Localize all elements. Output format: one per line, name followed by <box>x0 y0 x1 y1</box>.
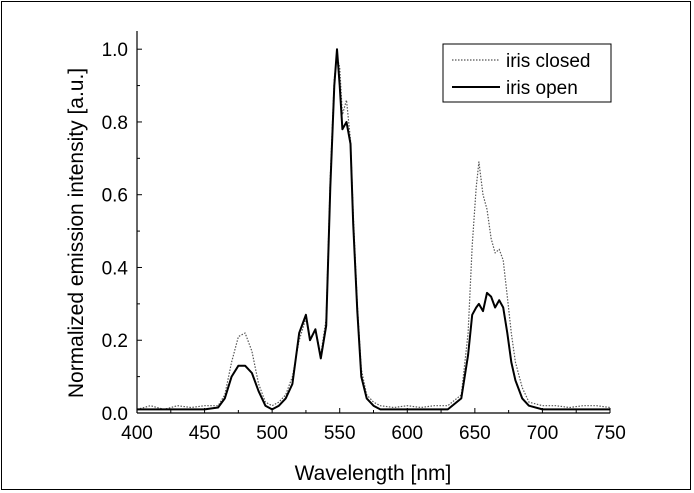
y-axis-title: Normalized emission intensity [a.u.] <box>65 68 88 398</box>
y-tick-label: 0.2 <box>102 331 128 352</box>
y-tick-label: 1.0 <box>102 40 128 61</box>
plot-area <box>136 48 611 411</box>
x-tick-label: 500 <box>256 423 288 444</box>
x-axis-title: Wavelength [nm] <box>295 462 452 485</box>
legend-label-iris-closed: iris closed <box>506 51 590 72</box>
legend: iris closed iris open <box>442 43 612 103</box>
axes: 400 450 500 550 600 650 700 750 0.0 0.2 0.4 0.6 0.8 1… <box>102 31 626 444</box>
x-tick-label: 650 <box>459 423 491 444</box>
x-tick-label: 750 <box>594 423 626 444</box>
series-line-iris-open <box>137 48 610 411</box>
x-tick-label: 600 <box>391 423 423 444</box>
legend-label-iris-open: iris open <box>506 78 578 99</box>
x-tick-label: 400 <box>121 423 153 444</box>
series-line-iris-closed <box>136 55 611 410</box>
legend-box <box>442 43 612 103</box>
y-tick-label: 0.0 <box>102 404 128 425</box>
x-tick-label: 700 <box>527 423 559 444</box>
x-tick-label: 550 <box>324 423 356 444</box>
x-tick-label: 450 <box>189 423 221 444</box>
y-tick-label: 0.4 <box>102 258 129 279</box>
y-tick-label: 0.6 <box>102 186 128 207</box>
y-tick-label: 0.8 <box>102 113 128 134</box>
